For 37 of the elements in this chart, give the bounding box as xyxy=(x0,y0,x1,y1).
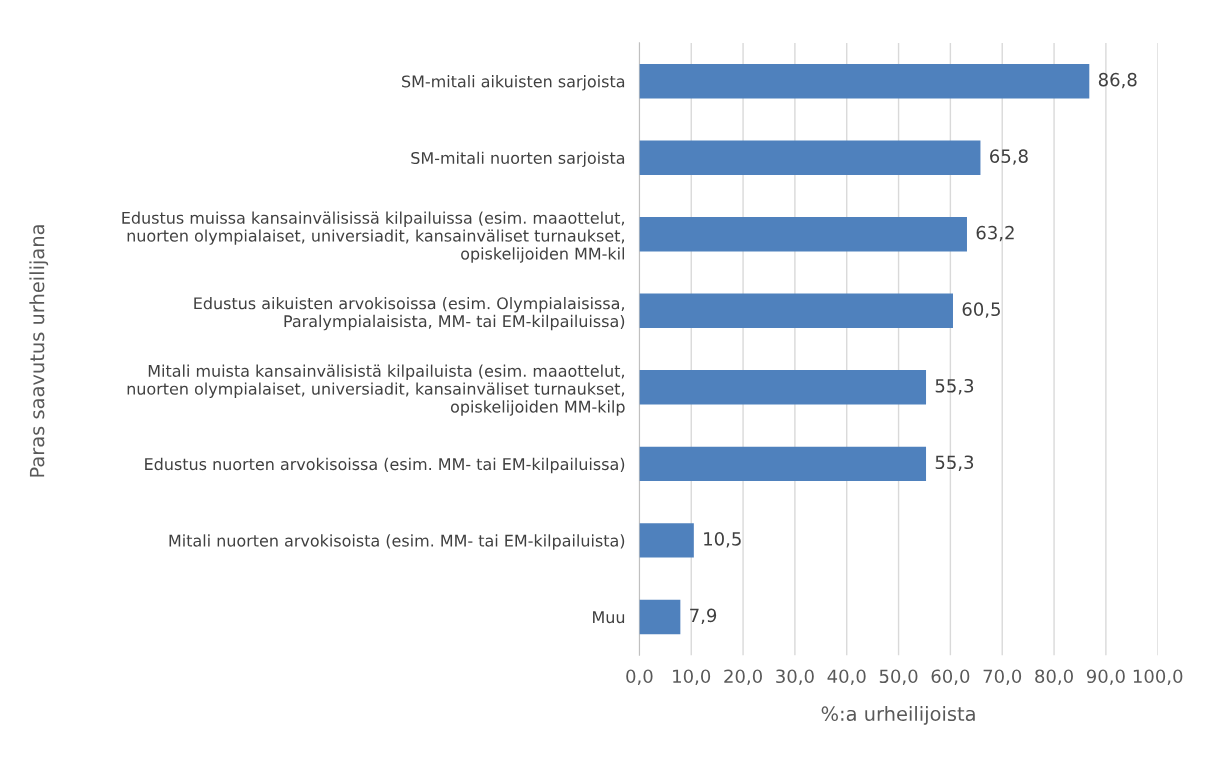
y-tick-label: Edustus muissa kansainvälisissä kilpailuissa (esim. maaottelut, nuorten olympialaiset, universiadit, kansainväliset turnaukset, opiskelijoiden MM-kil xyxy=(122,211,625,263)
x-tick-label: 20,0 xyxy=(724,669,762,685)
data-label: 7,9 xyxy=(690,608,717,625)
x-tick-label: 80,0 xyxy=(1035,669,1073,685)
x-tick-label: 0,0 xyxy=(626,669,653,685)
y-axis-title: Paras saavutus urheilijana xyxy=(29,225,49,477)
bar xyxy=(639,63,1090,99)
y-tick-label: Muu xyxy=(593,611,625,624)
y-tick-label: Edustus nuorten arvokisoissa (esim. MM- tai EM-kilpailuissa) xyxy=(145,457,625,474)
x-tick-label: 60,0 xyxy=(931,669,970,685)
data-label: 55,3 xyxy=(935,378,974,395)
y-tick-label: Mitali muista kansainvälisistä kilpailuista (esim. maaottelut, nuorten olympialaiset, universiadit, kansainväliset turnaukset, opiskelijoiden MM-kilp xyxy=(127,364,625,416)
data-label: 63,2 xyxy=(976,225,1014,242)
data-label: 65,8 xyxy=(990,149,1028,165)
data-label: 86,8 xyxy=(1098,72,1137,89)
x-tick-label: 10,0 xyxy=(673,669,711,685)
bar xyxy=(639,599,681,635)
bar xyxy=(639,446,927,482)
bar xyxy=(639,140,981,175)
bar xyxy=(639,370,927,405)
y-tick-label: SM-mitali nuorten sarjoista xyxy=(411,151,625,168)
x-tick-label: 70,0 xyxy=(983,669,1022,685)
y-tick-label: Edustus aikuisten arvokisoissa (esim. Olympialaisissa, Paralympialaisista, MM- tai EM-kilpailuissa) xyxy=(194,296,625,331)
bar xyxy=(639,293,953,328)
y-tick-label: SM-mitali aikuisten sarjoista xyxy=(402,75,625,91)
bar xyxy=(639,523,694,558)
y-tick-label: Mitali nuorten arvokisoista (esim. MM- tai EM-kilpailuista) xyxy=(169,534,625,550)
x-tick-label: 30,0 xyxy=(776,669,814,685)
x-tick-label: 50,0 xyxy=(879,669,918,685)
x-tick-label: 40,0 xyxy=(827,669,866,685)
x-axis-title: %:a urheilijoista xyxy=(821,706,975,725)
data-label: 10,5 xyxy=(704,531,741,548)
data-label: 60,5 xyxy=(962,302,1000,318)
data-label: 55,3 xyxy=(935,455,974,471)
x-tick-label: 100,0 xyxy=(1133,669,1183,685)
x-tick-label: 90,0 xyxy=(1086,669,1125,685)
bar xyxy=(639,217,967,252)
